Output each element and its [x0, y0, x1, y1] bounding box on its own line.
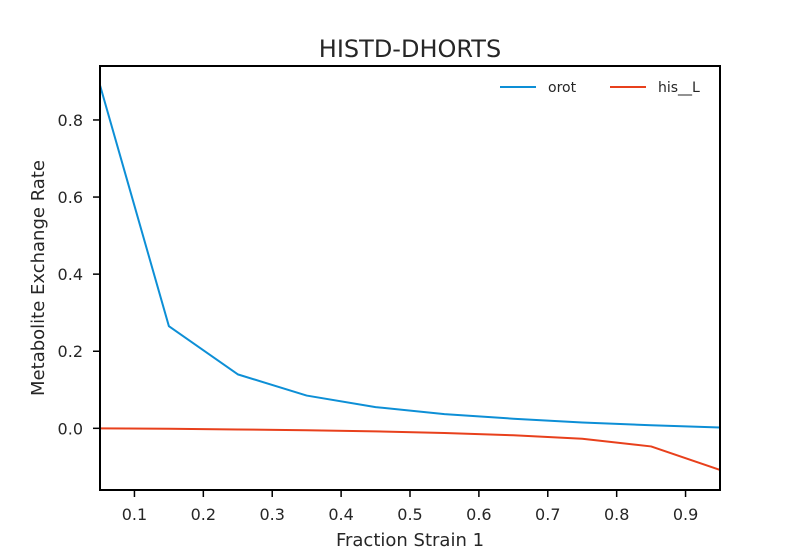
- x-tick-label: 0.5: [397, 505, 422, 524]
- x-axis: 0.1 0.2 0.3 0.4 0.5 0.6 0.7 0.8 0.9: [122, 490, 698, 524]
- y-tick-label: 0.4: [58, 265, 83, 284]
- x-tick-label: 0.4: [328, 505, 353, 524]
- y-tick-label: 0.6: [58, 188, 83, 207]
- x-tick-label: 0.9: [673, 505, 698, 524]
- y-axis: 0.0 0.2 0.4 0.6 0.8: [58, 111, 100, 438]
- y-axis-label: Metabolite Exchange Rate: [28, 160, 49, 396]
- plot-frame: [99, 65, 721, 491]
- x-axis-label: Fraction Strain 1: [336, 530, 484, 550]
- legend-label-orot: orot: [548, 80, 577, 96]
- x-tick-label: 0.7: [535, 505, 560, 524]
- x-tick-label: 0.6: [466, 505, 491, 524]
- legend: orot his__L: [500, 80, 700, 96]
- plot-area: [99, 65, 721, 491]
- x-tick-label: 0.2: [191, 505, 216, 524]
- chart-title: HISTD-DHORTS: [319, 35, 501, 63]
- x-tick-label: 0.1: [122, 505, 147, 524]
- y-tick-label: 0.2: [58, 342, 83, 361]
- y-tick-label: 0.8: [58, 111, 83, 130]
- y-tick-label: 0.0: [58, 419, 83, 438]
- series-line-orot: [100, 84, 720, 429]
- x-tick-label: 0.3: [259, 505, 284, 524]
- series-line-his-l: [100, 427, 720, 471]
- x-tick-label: 0.8: [604, 505, 629, 524]
- legend-label-his-l: his__L: [658, 80, 700, 96]
- series-layer: [100, 84, 720, 471]
